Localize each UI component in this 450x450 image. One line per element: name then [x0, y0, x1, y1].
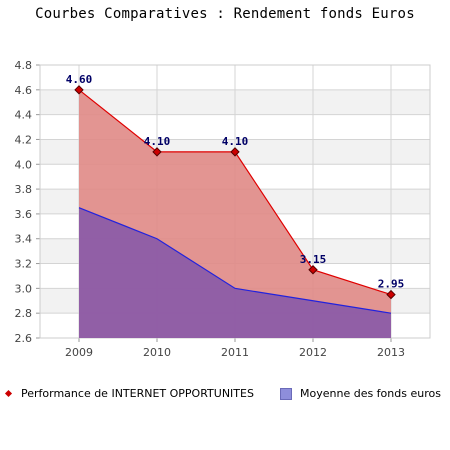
y-tick-label: 3.2: [15, 258, 33, 271]
x-tick-label: 2010: [143, 346, 171, 359]
y-tick-label: 4.0: [15, 158, 33, 171]
data-label: 4.10: [222, 135, 249, 148]
y-tick-label: 4.8: [15, 59, 33, 72]
series-area-average: [79, 207, 391, 338]
legend-label-average: Moyenne des fonds euros: [300, 387, 441, 400]
y-tick-label: 4.6: [15, 84, 33, 97]
legend-item-performance: Performance de INTERNET OPPORTUNITES: [4, 387, 254, 400]
legend-item-average: Moyenne des fonds euros: [280, 387, 441, 400]
data-label: 3.15: [300, 253, 327, 266]
data-point-marker: [386, 289, 396, 300]
x-tick-label: 2012: [299, 346, 327, 359]
y-tick-label: 3.0: [15, 282, 33, 295]
y-tick-label: 2.8: [15, 307, 33, 320]
chart-title: Courbes Comparatives : Rendement fonds E…: [35, 6, 415, 22]
data-point-marker: [74, 85, 84, 95]
x-tick-label: 2013: [377, 346, 405, 359]
legend-marker-average: [280, 387, 292, 400]
y-tick-label: 3.6: [15, 208, 33, 221]
data-point-marker: [308, 265, 318, 275]
y-tick-label: 3.4: [15, 233, 33, 246]
y-tick-label: 4.4: [15, 109, 33, 122]
y-tick-label: 3.8: [15, 183, 33, 196]
legend: Performance de INTERNET OPPORTUNITES Moy…: [0, 387, 450, 405]
data-label: 4.10: [144, 135, 171, 148]
data-point-marker: [152, 147, 162, 157]
x-tick-label: 2011: [221, 346, 249, 359]
y-tick-label: 4.2: [15, 133, 33, 146]
data-point-marker: [230, 147, 240, 157]
data-label: 2.95: [378, 278, 405, 291]
y-tick-label: 2.6: [15, 332, 33, 345]
x-tick-label: 2009: [65, 346, 93, 359]
data-label: 4.60: [66, 73, 93, 86]
series-line-average: [78, 207, 392, 314]
legend-label-performance: Performance de INTERNET OPPORTUNITES: [21, 387, 254, 400]
legend-marker-performance: [4, 389, 13, 398]
